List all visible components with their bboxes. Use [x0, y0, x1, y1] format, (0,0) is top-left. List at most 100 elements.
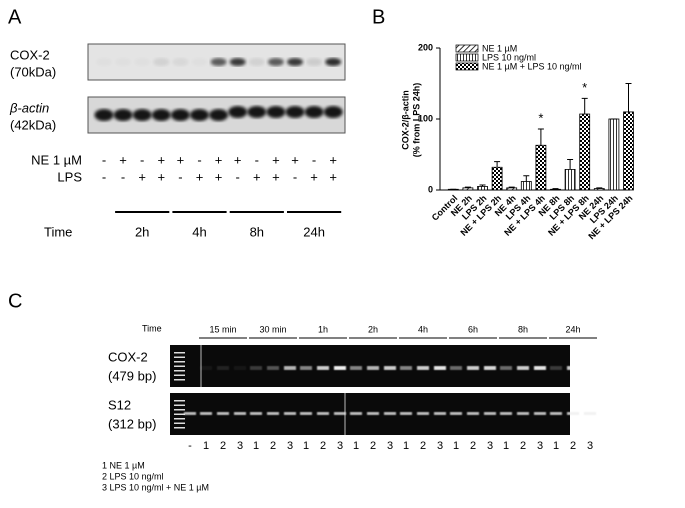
- bar: [593, 188, 605, 191]
- annotation: *: [582, 80, 587, 95]
- gel-band: [400, 366, 412, 370]
- sign: +: [329, 152, 337, 167]
- blot-band: [266, 106, 286, 118]
- gel-band: [534, 412, 546, 415]
- ladder-band: [174, 365, 185, 367]
- y-tick-label: 100: [418, 113, 433, 123]
- lane-label: 1: [503, 440, 509, 452]
- gel-band: [367, 366, 379, 370]
- lane-label: 3: [237, 440, 243, 452]
- error-bar: [552, 188, 559, 190]
- gel-band: [467, 412, 479, 415]
- blot-band: [304, 106, 324, 118]
- gel-band: [567, 412, 579, 415]
- sign: -: [102, 152, 106, 167]
- blot-band: [229, 58, 246, 66]
- ladder-band: [174, 404, 185, 406]
- sign: +: [253, 169, 261, 184]
- gel-band: [584, 366, 596, 370]
- lane-label: 1: [253, 440, 259, 452]
- ladder-band: [174, 418, 185, 420]
- lane-label: 1: [553, 440, 559, 452]
- blot-band: [172, 58, 189, 66]
- time: 15 min: [209, 324, 236, 334]
- blot-band: [325, 58, 342, 66]
- sign: +: [234, 152, 242, 167]
- gel-band: [284, 412, 296, 415]
- sign: +: [272, 152, 280, 167]
- lane-label: 2: [220, 440, 226, 452]
- time: 6h: [468, 324, 478, 334]
- ladder-band: [174, 400, 185, 402]
- lane-label: 3: [587, 440, 593, 452]
- sign: -: [140, 152, 144, 167]
- sign: +: [310, 169, 318, 184]
- blot-label: β-actin: [9, 100, 49, 115]
- lane-label: 3: [337, 440, 343, 452]
- bar: [623, 111, 634, 191]
- blot-band: [306, 58, 323, 66]
- ladder-band: [174, 422, 185, 424]
- blot-band: [323, 106, 343, 118]
- sign: -: [102, 169, 106, 184]
- panel-label: B: [372, 6, 385, 28]
- blot-label: (70kDa): [10, 64, 56, 79]
- gel-band: [384, 412, 396, 415]
- panel-label: A: [8, 6, 22, 28]
- gel-band: [317, 366, 329, 370]
- bar: [462, 187, 474, 191]
- y-tick-label: 0: [428, 184, 433, 194]
- gel-band: [334, 412, 346, 415]
- lane-label: 3: [287, 440, 293, 452]
- gel-band: [384, 366, 396, 370]
- sign: +: [177, 152, 185, 167]
- ladder-band: [174, 413, 185, 415]
- gel-band: [484, 366, 496, 370]
- gel-band: [434, 412, 446, 415]
- gel-band: [200, 366, 212, 370]
- y-tick-label: 200: [418, 42, 433, 52]
- time: 24h: [303, 224, 325, 239]
- blot-label: (42kDa): [10, 117, 56, 132]
- gel-label: S12: [108, 397, 131, 412]
- bar: [608, 118, 620, 191]
- blot-band: [287, 58, 303, 66]
- gel-band: [584, 412, 596, 415]
- error-bar: [494, 161, 501, 168]
- sign: +: [196, 169, 204, 184]
- gel-band: [550, 412, 562, 415]
- gel-band: [267, 412, 279, 415]
- blot-label: COX-2: [10, 47, 50, 62]
- gel-band: [234, 366, 246, 370]
- lane-label: 2: [320, 440, 326, 452]
- lane-label: 2: [370, 440, 376, 452]
- sign: -: [236, 169, 240, 184]
- y-axis-label: COX-2/β-actin: [400, 90, 410, 150]
- gel-band: [517, 366, 529, 370]
- lane-label: 1: [453, 440, 459, 452]
- sign: +: [138, 169, 146, 184]
- blot-band: [210, 58, 227, 66]
- gel-band: [250, 412, 262, 415]
- row-label: LPS: [57, 169, 82, 184]
- bar: [477, 186, 488, 191]
- lane-label: 3: [387, 440, 393, 452]
- gel-band: [334, 366, 346, 370]
- time: 4h: [418, 324, 428, 334]
- ladder-band: [174, 379, 185, 381]
- legend-label: 2 LPS 10 ng/ml: [102, 471, 164, 481]
- blot-band: [94, 109, 114, 121]
- ladder-band: [174, 361, 185, 363]
- bar: [506, 187, 518, 191]
- sign: -: [255, 152, 259, 167]
- time: 2h: [135, 224, 149, 239]
- gel-band: [550, 366, 562, 370]
- gel-band: [367, 412, 379, 415]
- blot-band: [285, 106, 305, 118]
- gel-band: [450, 366, 462, 370]
- lane-label: 1: [303, 440, 309, 452]
- time: 4h: [192, 224, 206, 239]
- gel-band: [234, 412, 246, 415]
- sign: +: [215, 152, 223, 167]
